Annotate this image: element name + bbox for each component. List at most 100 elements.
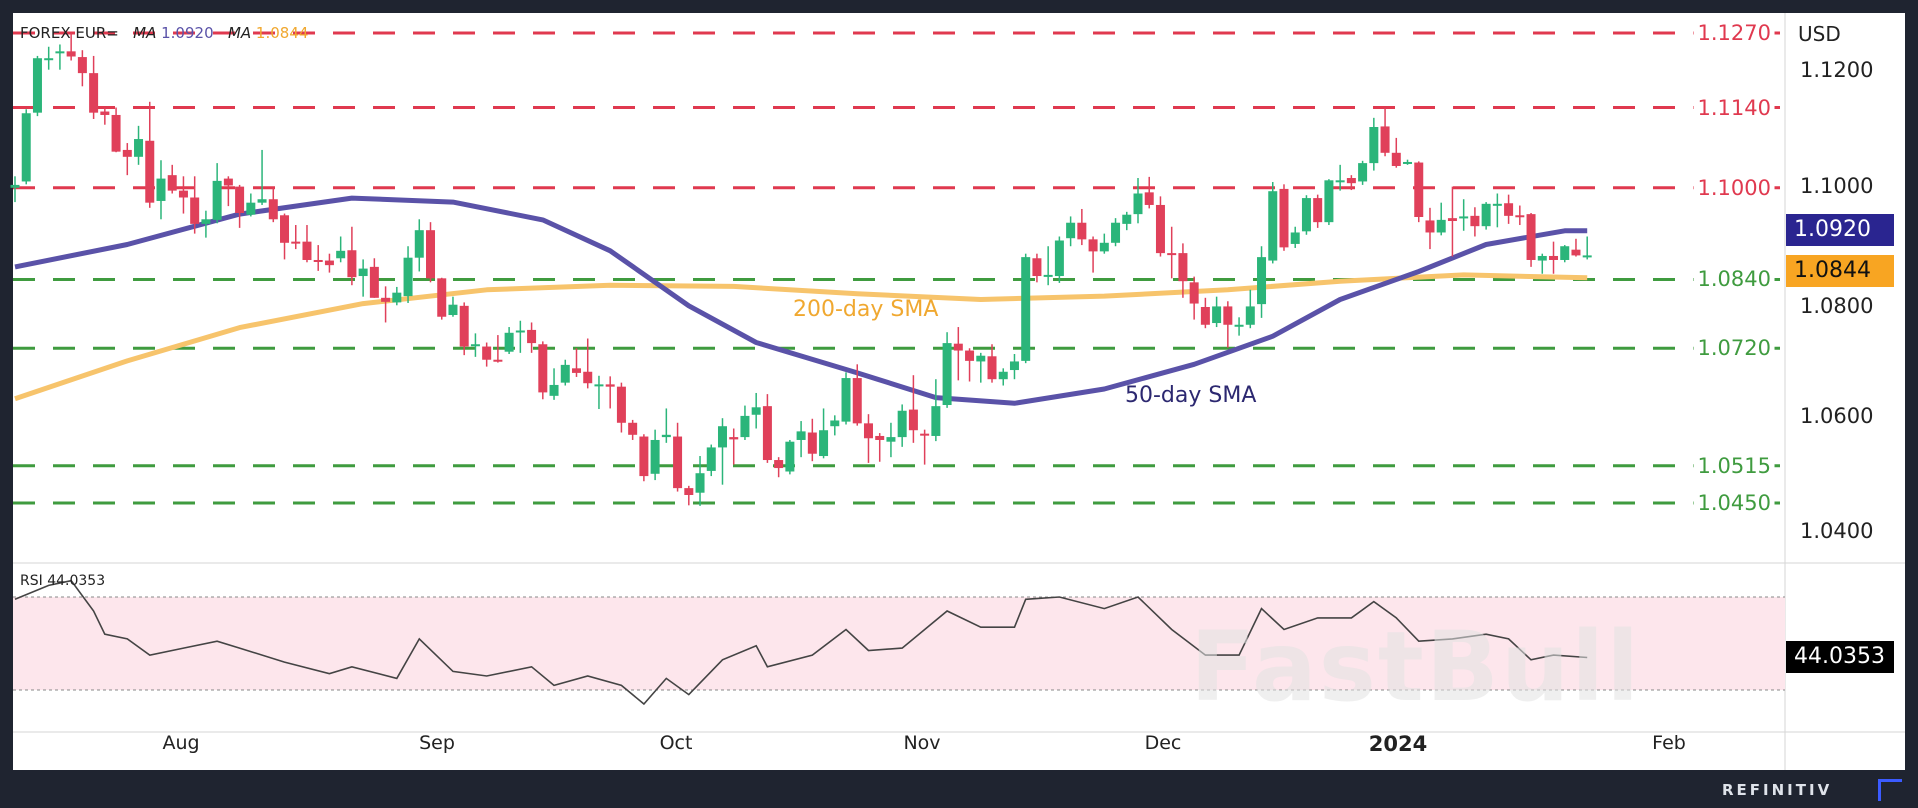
candle-up (1122, 214, 1132, 224)
candle-up (706, 447, 716, 471)
candle-up (594, 384, 604, 387)
level-label-support: 1.0720 (1693, 336, 1775, 361)
candle-down (965, 350, 975, 361)
candle-down (167, 175, 177, 191)
candle-down (1391, 152, 1401, 166)
candle-down (1167, 253, 1177, 256)
candle-down (100, 111, 110, 115)
candle-up (470, 344, 480, 347)
candle-down (1279, 188, 1289, 248)
candle-up (448, 304, 458, 316)
candle-up (841, 378, 851, 422)
candle-down (66, 51, 76, 57)
candle-down (987, 356, 997, 380)
candle-down (774, 460, 784, 469)
candle-up (1358, 163, 1368, 182)
candle-down (291, 241, 301, 244)
price-axis-unit: USD (1798, 22, 1841, 46)
legend-ma50-label: MA (133, 24, 157, 42)
candle-down (1189, 282, 1199, 304)
candle-up (661, 434, 671, 438)
candle-up (740, 415, 750, 438)
rsi-value-badge: 44.0353 (1786, 641, 1894, 673)
chart-legend: FOREX EUR= MA 1.0920 MA 1.0844 (20, 24, 308, 42)
candle-up (156, 178, 166, 201)
candle-down (875, 435, 885, 440)
candle-down (437, 278, 447, 317)
candle-up (1324, 180, 1334, 223)
refinitiv-brand: REFINITIV (1722, 781, 1833, 799)
candle-down (1077, 222, 1087, 240)
candle-down (1144, 192, 1154, 205)
candle-up (246, 202, 256, 215)
price-tick: 1.0800 (1800, 294, 1874, 318)
level-label-resistance: 1.1140 (1693, 95, 1775, 120)
candle-down (145, 140, 155, 203)
level-label-resistance: 1.1000 (1693, 175, 1775, 200)
candle-down (1515, 215, 1525, 218)
candle-down (1414, 162, 1424, 217)
candle-down (1032, 258, 1042, 277)
candle-up (55, 51, 65, 54)
candle-up (403, 257, 413, 297)
sma50-line (14, 195, 1588, 406)
rsi-band (13, 597, 1785, 690)
refinitiv-logo-icon (1878, 779, 1902, 801)
legend-symbol: FOREX EUR= (20, 24, 119, 42)
candle-down (223, 178, 233, 186)
candle-up (392, 292, 402, 303)
time-label-2024: 2024 (1368, 732, 1428, 756)
candle-up (504, 332, 514, 352)
candle-up (44, 58, 54, 61)
candle-up (1066, 222, 1076, 239)
candle-down (426, 230, 436, 279)
candle-down (1200, 306, 1210, 325)
candle-up (931, 406, 941, 436)
candle-up (717, 426, 727, 448)
sma50-annotation: 50-day SMA (1125, 383, 1257, 408)
rsi-legend-value: 44.0353 (47, 573, 106, 589)
candle-down (1346, 178, 1356, 184)
candle-up (1290, 232, 1300, 244)
candle-up (21, 113, 31, 182)
candle-down (852, 378, 862, 424)
candle-down (616, 386, 626, 423)
candle-up (650, 439, 660, 474)
time-label-dec: Dec (1144, 732, 1182, 754)
candle-down (1088, 239, 1098, 252)
candle-down (302, 241, 312, 260)
candle-up (201, 219, 211, 224)
time-label-oct: Oct (659, 732, 693, 754)
candle-up (819, 430, 829, 457)
candle-up (1537, 255, 1547, 261)
candle-up (257, 199, 267, 203)
candle-down (639, 436, 649, 477)
candle-up (1234, 324, 1244, 327)
candle-down (1155, 204, 1165, 254)
candle-down (313, 259, 323, 262)
candle-up (1133, 193, 1143, 215)
candle-down (1380, 126, 1390, 153)
candle-down (111, 114, 121, 152)
candle-down (583, 371, 593, 384)
candle-up (1335, 180, 1345, 183)
candle-up (336, 250, 346, 259)
candle-up (1054, 240, 1064, 277)
legend-ma200-value: 1.0844 (255, 24, 309, 42)
candle-up (1459, 216, 1469, 219)
rsi-label: RSI (20, 573, 43, 589)
candle-up (1268, 191, 1278, 261)
candle-up (942, 343, 952, 406)
candle-down (807, 432, 817, 454)
candle-down (1447, 218, 1457, 222)
candle-down (684, 488, 694, 495)
sma200-price-badge: 1.0844 (1786, 255, 1894, 287)
candle-down (89, 73, 99, 113)
candle-up (830, 420, 840, 427)
candle-down (324, 260, 334, 266)
candle-down (908, 409, 918, 431)
candle-up (515, 330, 525, 333)
candle-up (1403, 161, 1413, 164)
level-label-support: 1.0450 (1693, 491, 1775, 516)
